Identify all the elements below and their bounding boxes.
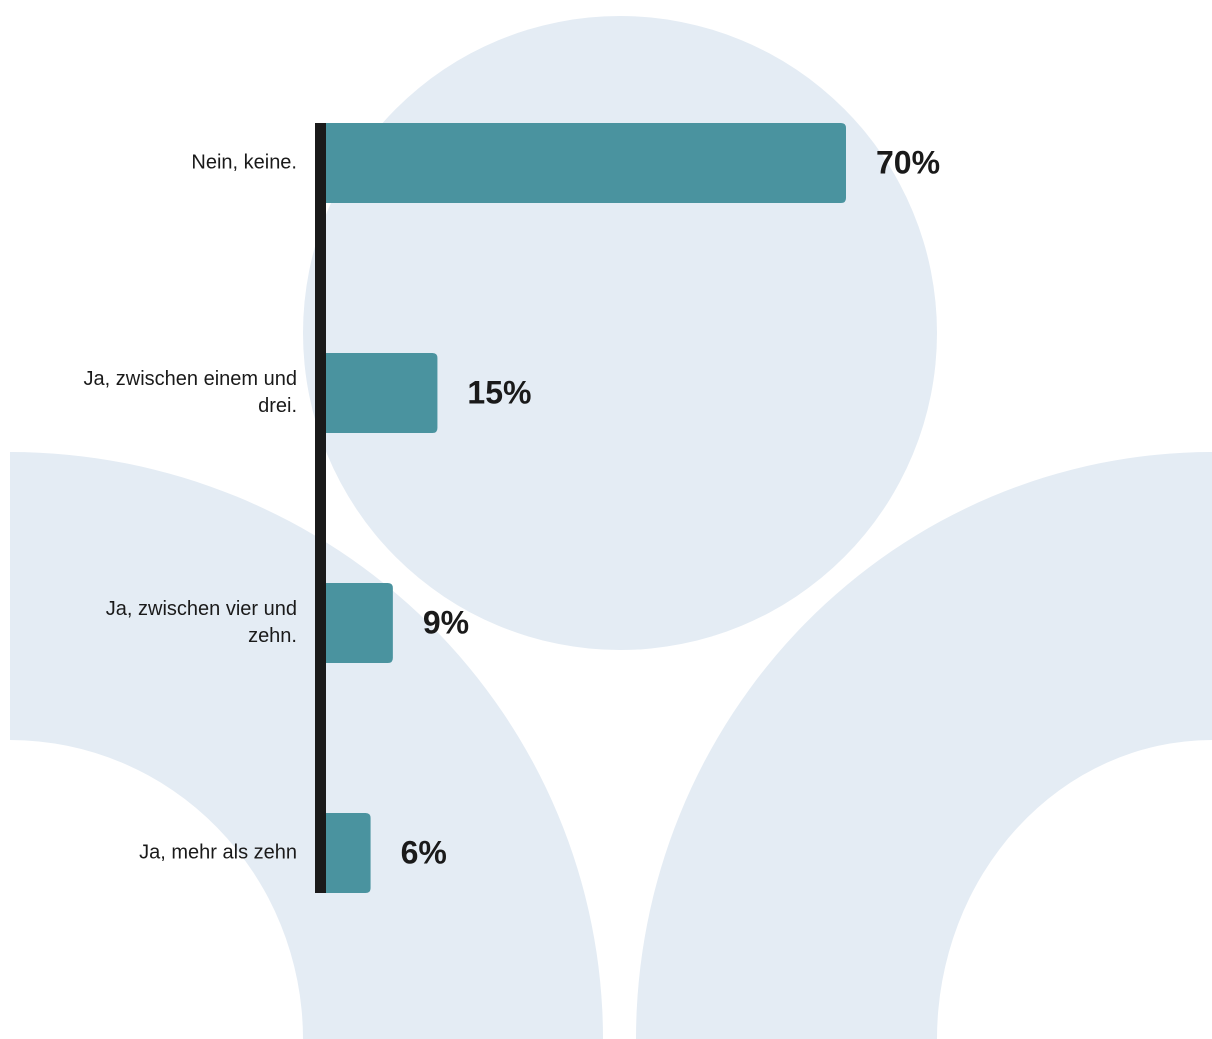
bar: [326, 813, 371, 893]
category-label: Nein, keine.: [191, 151, 297, 174]
category-label: Ja, zwischen einem und drei.: [83, 368, 297, 417]
value-label: 15%: [467, 374, 531, 410]
category-axis: [315, 123, 326, 893]
background-arch-right: [636, 452, 1212, 1039]
bar: [326, 353, 438, 433]
value-label: 6%: [401, 834, 447, 870]
value-label: 70%: [876, 144, 940, 180]
bar: [326, 583, 393, 663]
category-label: Ja, mehr als zehn: [139, 841, 297, 864]
value-label: 9%: [423, 604, 469, 640]
category-label: Ja, zwischen vier und zehn.: [105, 598, 297, 647]
background-circle: [303, 16, 937, 650]
bar: [326, 123, 846, 203]
background-arch-left: [10, 452, 603, 1039]
